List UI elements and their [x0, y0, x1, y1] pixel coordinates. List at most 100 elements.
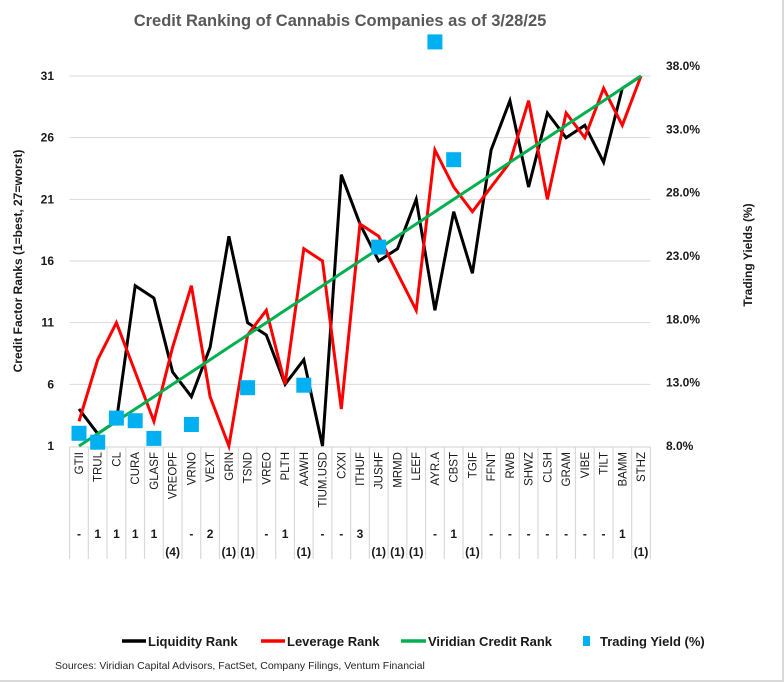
- rank-change-label: -: [564, 527, 568, 541]
- rank-change-label: (4): [165, 545, 180, 559]
- x-category-label: AYR.A: [430, 452, 442, 486]
- x-category-label: GLASF: [149, 452, 161, 490]
- legend-label-viridian: Viridian Credit Rank: [428, 634, 553, 649]
- yield-marker: [296, 377, 312, 393]
- rank-change-label: (1): [296, 545, 311, 559]
- rank-change-label: (1): [222, 545, 237, 559]
- y2-tick-label: 18.0%: [666, 312, 700, 326]
- rank-change-label: 1: [450, 527, 457, 541]
- rank-change-label: (1): [409, 545, 424, 559]
- y-tick-label: 31: [41, 69, 55, 83]
- series-layer: [77, 74, 643, 452]
- y-tick-label: 26: [41, 131, 55, 145]
- x-category-label: VIBE: [580, 452, 592, 479]
- yield-marker: [446, 152, 462, 168]
- x-category-label: TGIF: [467, 452, 479, 478]
- yield-marker: [71, 425, 87, 441]
- legend-item-leverage: Leverage Rank: [261, 634, 380, 649]
- y-tick-label: 1: [47, 439, 54, 453]
- x-category-label: GTII: [74, 452, 86, 474]
- yield-marker: [90, 434, 106, 450]
- rank-change-label: 1: [619, 527, 626, 541]
- x-category-label: GRIN: [224, 452, 236, 481]
- rank-change-label: 3: [357, 527, 364, 541]
- rank-change-label: (1): [634, 545, 649, 559]
- rank-change-label: (1): [371, 545, 386, 559]
- rank-change-label: -: [264, 527, 268, 541]
- y-tick-label: 21: [41, 192, 55, 206]
- legend-item-liquidity: Liquidity Rank: [122, 634, 238, 649]
- x-category-label: VREOPF: [168, 452, 180, 499]
- legend-label-leverage: Leverage Rank: [287, 634, 380, 649]
- yield-marker: [427, 34, 443, 50]
- yield-marker: [183, 417, 199, 432]
- rank-change-label: (1): [465, 545, 480, 559]
- y2-tick-label: 23.0%: [666, 249, 700, 263]
- rank-change-label: 1: [132, 527, 139, 541]
- series-line-leverage-rank: [77, 75, 643, 452]
- rank-change-label: 1: [151, 527, 158, 541]
- source-note: Sources: Viridian Capital Advisors, Fact…: [55, 660, 425, 672]
- x-category-label: PLTH: [280, 452, 292, 481]
- rank-change-label: 1: [94, 527, 101, 541]
- yield-marker: [371, 239, 387, 255]
- y-axis-right-title: Trading Yields (%): [741, 203, 755, 306]
- category-table: GTII - TRUL 1 CL 1 CURA 1 GLASF 1 VREOPF (4) VRNO - VE…: [68, 446, 652, 559]
- rank-change-label: -: [189, 527, 193, 541]
- x-category-label: TRUL: [93, 451, 105, 482]
- x-category-label: CBST: [449, 452, 461, 483]
- y-tick-label: 6: [47, 377, 54, 391]
- rank-change-label: (1): [240, 545, 255, 559]
- legend-item-yield: Trading Yield (%): [583, 634, 705, 649]
- x-category-label: VEXT: [205, 452, 217, 482]
- rank-change-label: -: [339, 527, 343, 541]
- rank-change-label: 1: [113, 527, 120, 541]
- yield-marker: [127, 413, 143, 429]
- x-category-label: CURA: [130, 452, 142, 485]
- rank-change-label: 1: [282, 527, 289, 541]
- rank-change-label: -: [77, 527, 81, 541]
- x-category-label: CL: [111, 451, 123, 466]
- x-category-label: SHWZ: [524, 452, 536, 486]
- rank-change-label: -: [433, 527, 437, 541]
- x-category-label: JUSHF: [374, 452, 386, 489]
- x-category-label: MRMD: [392, 452, 404, 488]
- legend-swatch-yield: [583, 636, 590, 646]
- rank-change-label: -: [489, 527, 493, 541]
- y2-tick-label: 28.0%: [666, 186, 700, 200]
- yield-markers: [71, 34, 462, 450]
- legend: Liquidity Rank Leverage Rank Viridian Cr…: [122, 634, 705, 649]
- x-category-label: VREO: [261, 452, 273, 485]
- x-category-label: STHZ: [636, 452, 648, 482]
- rank-change-label: -: [545, 527, 549, 541]
- x-category-label: RWB: [505, 452, 517, 479]
- x-category-label: GRAM: [561, 452, 573, 487]
- legend-label-yield: Trading Yield (%): [600, 634, 705, 649]
- rank-change-label: (1): [390, 545, 405, 559]
- rank-change-label: -: [508, 527, 512, 541]
- y-axis-left-title: Credit Factor Ranks (1=best, 27=worst): [11, 150, 25, 373]
- rank-change-label: -: [602, 527, 606, 541]
- yield-marker: [146, 430, 162, 446]
- y2-tick-label: 8.0%: [666, 439, 694, 453]
- x-category-label: LEEF: [411, 452, 423, 481]
- x-category-label: AAWH: [299, 452, 311, 486]
- legend-item-viridian: Viridian Credit Rank: [401, 634, 553, 649]
- x-category-label: ITHUF: [355, 452, 367, 486]
- rank-change-label: -: [527, 527, 531, 541]
- x-category-label: CXXI: [336, 452, 348, 479]
- chart-title: Credit Ranking of Cannabis Companies as …: [134, 12, 547, 30]
- y-tick-label: 11: [41, 316, 54, 330]
- x-category-label: TSND: [243, 452, 255, 483]
- rank-change-label: -: [583, 527, 587, 541]
- y-tick-label: 16: [41, 254, 55, 268]
- x-category-label: VRNO: [186, 452, 198, 485]
- yield-marker: [240, 380, 256, 396]
- y2-tick-label: 38.0%: [666, 59, 700, 73]
- x-category-label: TIUM.USD: [318, 452, 330, 508]
- x-category-label: FFNT: [486, 452, 498, 481]
- series-line-viridian-credit-rank: [78, 74, 642, 448]
